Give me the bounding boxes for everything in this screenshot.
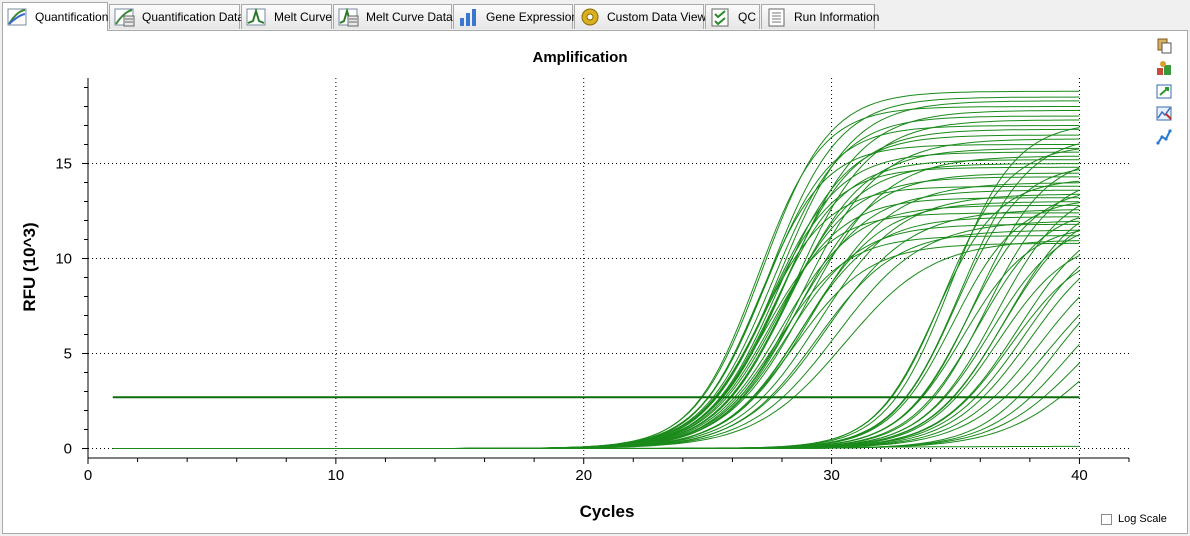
amplification-curve	[112, 197, 1080, 449]
tab-label: Quantification	[35, 10, 109, 24]
tab-quantification[interactable]: Quantification	[2, 2, 108, 31]
document-icon	[768, 8, 785, 27]
tab-custom-data-view[interactable]: Custom Data View	[574, 4, 707, 29]
amplification-curve	[112, 144, 1080, 449]
tab-bar: Quantification Quantification Data Melt Cu…	[0, 0, 1190, 32]
amplification-curve	[112, 163, 1080, 449]
amplification-curve	[112, 115, 1080, 449]
trace-style-icon[interactable]	[1156, 129, 1172, 145]
amplification-curve	[112, 125, 1080, 449]
amplification-curve	[112, 143, 1080, 449]
tab-run-information[interactable]: Run Information	[761, 4, 879, 29]
tab-gene-expression[interactable]: Gene Expression	[453, 4, 578, 29]
tab-label: Custom Data View	[607, 10, 707, 24]
amplification-curve	[112, 322, 1080, 449]
amplification-curve	[112, 270, 1080, 449]
log-scale-label: Log Scale	[1118, 513, 1167, 525]
tab-label: Gene Expression	[486, 10, 579, 24]
x-tick-label: 10	[328, 467, 345, 484]
tab-label: Melt Curve	[274, 10, 333, 24]
amplification-curve	[112, 209, 1080, 449]
x-axis-title: Cycles	[580, 502, 635, 521]
amplification-curve-icon	[7, 8, 27, 26]
amplification-curve	[112, 147, 1080, 449]
checklist-icon	[711, 8, 729, 27]
amplification-curve	[112, 296, 1080, 449]
chart-options-icon[interactable]	[1156, 105, 1172, 121]
y-tick-label: 0	[64, 441, 72, 458]
melt-curve-data-icon	[338, 7, 359, 27]
amplification-curve	[112, 189, 1080, 449]
tab-melt-curve[interactable]: Melt Curve	[241, 4, 332, 29]
y-tick-label: 5	[64, 346, 72, 363]
tab-quantification-data[interactable]: Quantification Data	[109, 4, 244, 29]
log-scale-checkbox[interactable]	[1101, 513, 1112, 525]
y-tick-label: 10	[55, 251, 72, 268]
tab-qc[interactable]: QC	[705, 4, 760, 29]
amplification-curve	[112, 445, 1080, 449]
copy-icon[interactable]	[1156, 38, 1172, 54]
quantification-data-icon	[114, 8, 135, 27]
x-tick-label: 40	[1071, 467, 1088, 484]
tab-label: Quantification Data	[142, 10, 245, 24]
tab-melt-curve-data[interactable]: Melt Curve Data	[333, 4, 453, 29]
amplification-curve	[112, 189, 1080, 449]
y-axis-title: RFU (10^3)	[20, 222, 39, 311]
amplification-curve	[112, 127, 1080, 449]
chart-panel: 0 10 20 30 40 0 5 10 15 Amplification Cycles RFU (1…	[2, 30, 1188, 534]
amplification-curve	[112, 362, 1080, 449]
amplification-curve	[112, 134, 1080, 449]
amplification-curve	[112, 193, 1080, 449]
save-image-icon[interactable]	[1156, 83, 1172, 99]
amplification-curve	[112, 96, 1080, 449]
y-tick-label: 15	[55, 156, 72, 173]
amplification-chart: 0 10 20 30 40 0 5 10 15 Amplification Cycles RFU (1…	[20, 49, 1130, 521]
amplification-curves	[112, 90, 1080, 449]
tab-label: Melt Curve Data	[366, 10, 453, 24]
amplification-curve	[112, 151, 1080, 449]
gear-icon	[581, 8, 599, 26]
chart-title: Amplification	[532, 49, 627, 66]
melt-curve-icon	[246, 7, 266, 26]
tab-label: QC	[738, 10, 756, 24]
amplification-curve	[112, 278, 1080, 449]
amplification-curve	[112, 159, 1080, 449]
x-tick-label: 20	[575, 467, 592, 484]
x-tick-label: 30	[823, 467, 840, 484]
export-icon[interactable]	[1156, 60, 1172, 76]
amplification-curve	[112, 234, 1080, 449]
bar-chart-icon	[460, 9, 476, 26]
amplification-curve	[112, 229, 1080, 449]
tab-label: Run Information	[794, 10, 880, 24]
amplification-curve	[112, 138, 1080, 449]
amplification-curve	[112, 128, 1080, 449]
x-tick-label: 0	[84, 467, 92, 484]
amplification-curve	[112, 194, 1080, 449]
log-scale-toggle[interactable]: Log Scale	[1101, 513, 1167, 525]
